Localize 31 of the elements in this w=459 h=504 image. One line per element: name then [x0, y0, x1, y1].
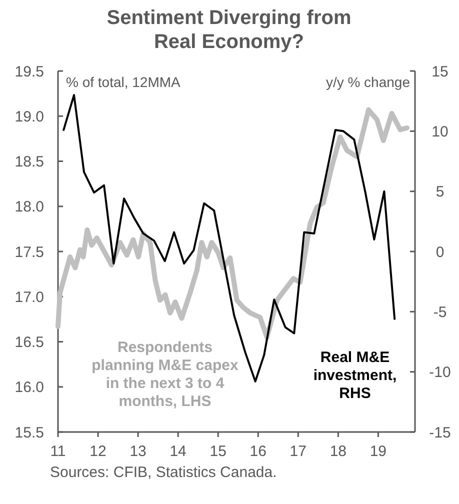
- y2-tick-label: -5: [433, 304, 447, 321]
- x-tick-label: 17: [290, 443, 306, 460]
- y2-tick-label: 0: [436, 244, 444, 261]
- y2-tick-label: 15: [432, 63, 448, 80]
- y2-tick-label: -15: [429, 424, 451, 442]
- y-tick-label: 19.0: [14, 108, 44, 126]
- y2-tick-label: 10: [432, 123, 448, 140]
- x-tick-label: 15: [210, 443, 226, 460]
- source-note: Sources: CFIB, Statistics Canada.: [50, 464, 277, 481]
- series-label: Real M&E investment, RHS: [313, 349, 397, 402]
- chart-title: Sentiment Diverging from Real Economy?: [106, 7, 352, 53]
- x-tick-label: 13: [130, 443, 146, 460]
- x-tick-label: 14: [170, 443, 186, 460]
- y-tick-label: 15.5: [14, 424, 44, 442]
- x-tick-label: 16: [250, 443, 266, 460]
- y-tick-label: 16.5: [14, 334, 44, 351]
- y-tick-label: 16.0: [14, 379, 44, 396]
- y2-tick-label: -10: [429, 364, 451, 382]
- y-tick-label: 19.5: [14, 63, 44, 80]
- y2-axis-title: y/y % change: [326, 74, 410, 90]
- x-tick-label: 19: [370, 443, 387, 460]
- x-tick-label: 12: [90, 443, 106, 460]
- x-tick-label: 18: [330, 443, 346, 460]
- y-tick-label: 18.0: [14, 198, 44, 216]
- y-tick-label: 17.0: [14, 288, 44, 306]
- y-axis-title: % of total, 12MMA: [66, 74, 182, 90]
- x-tick-label: 11: [50, 443, 66, 460]
- y-tick-label: 18.5: [14, 154, 44, 170]
- y-tick-label: 17.5: [14, 244, 44, 261]
- y2-tick-label: 5: [436, 184, 444, 201]
- series-label: Respondents planning M&E capex in the next 3 to 4 months, LHS: [92, 339, 239, 410]
